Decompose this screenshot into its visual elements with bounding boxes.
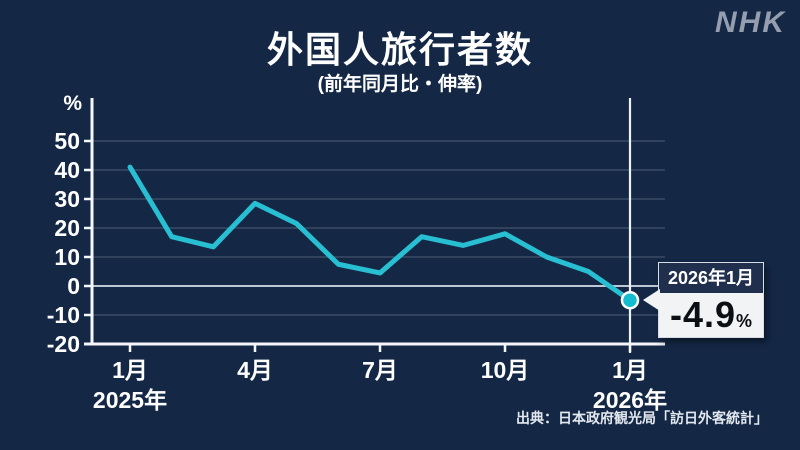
x-axis-year-label: 2026年 — [593, 387, 667, 413]
x-axis-label: 10月 — [481, 357, 530, 383]
callout-date-label: 2026年1月 — [659, 263, 763, 293]
y-axis-label: 20 — [54, 215, 80, 241]
callout-unit: % — [736, 311, 753, 331]
highlight-callout: 2026年1月 -4.9% — [642, 262, 764, 338]
highlight-point-marker — [620, 290, 640, 310]
nhk-logo: NHK — [715, 6, 786, 39]
y-axis-label: 30 — [54, 186, 80, 212]
x-axis-label: 1月 — [112, 357, 148, 383]
y-axis-label: 50 — [54, 128, 80, 154]
data-line — [127, 164, 633, 303]
x-axis-year-label: 2025年 — [93, 387, 167, 413]
callout-arrow-icon — [643, 289, 660, 311]
y-axis-label: 10 — [54, 244, 80, 270]
y-axis-label: -10 — [47, 302, 80, 328]
x-axis-label: 4月 — [237, 357, 273, 383]
page-subtitle: (前年同月比・伸率) — [317, 74, 483, 95]
y-axis-label: 40 — [54, 157, 80, 183]
page-title: 外国人旅行者数 — [266, 29, 533, 70]
callout-value-box: -4.9% — [659, 293, 763, 337]
x-axis-label: 7月 — [362, 357, 398, 383]
callout-value: -4.9 — [669, 294, 737, 335]
source-note: 出典：日本政府観光局「訪日外客統計」 — [516, 410, 768, 426]
y-axis-label: -20 — [47, 331, 80, 357]
x-axis-label: 1月 — [612, 357, 648, 383]
y-axis-label: 0 — [67, 273, 80, 299]
y-axis-unit-label: % — [63, 92, 82, 115]
callout-boxes: 2026年1月 -4.9% — [658, 262, 764, 338]
